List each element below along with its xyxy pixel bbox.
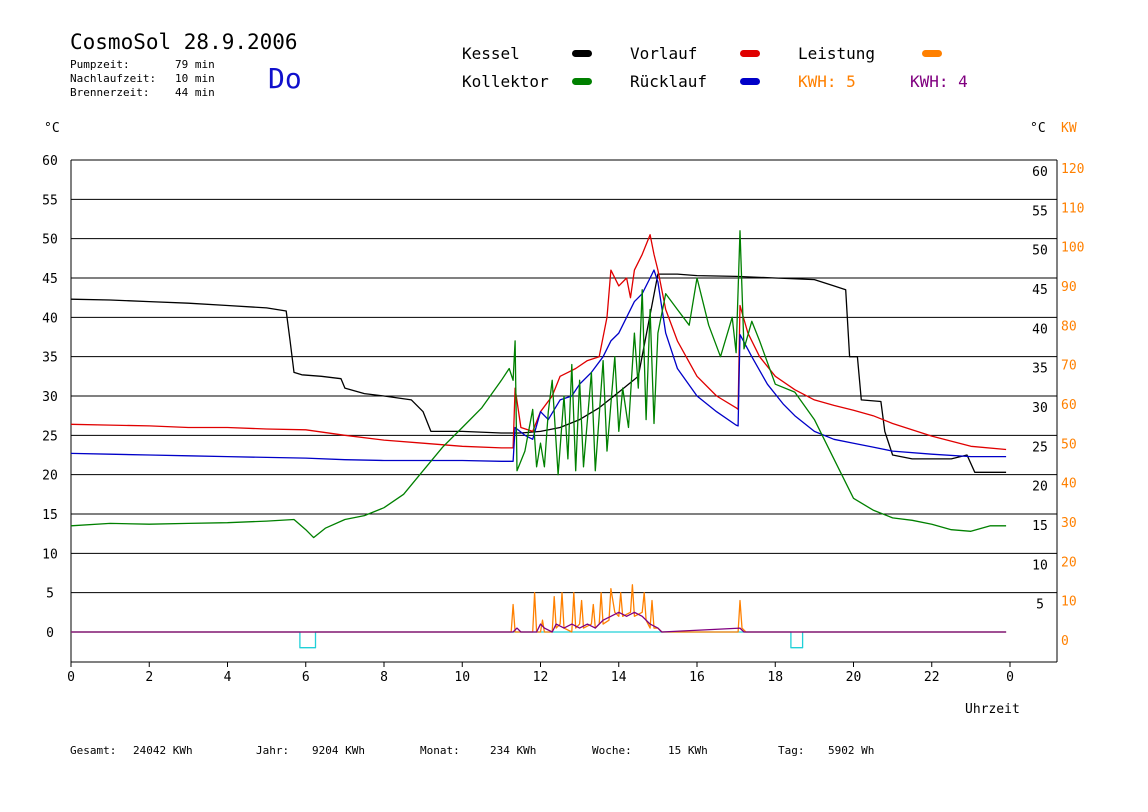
x-tick-label-7: 14 — [611, 670, 627, 685]
y-tick-label-30: 30 — [42, 390, 58, 405]
footer-gesamt-value: 24042 KWh — [133, 744, 193, 757]
footer-tag-value: 5902 Wh — [828, 744, 875, 757]
legend-leistung-label: Leistung — [798, 44, 876, 63]
y2-tick-label-5: 50 — [1061, 437, 1077, 452]
series-line-kessel — [70, 273, 1007, 473]
footer-woche-value: 15 KWh — [668, 744, 708, 757]
series-line-r-cklauf — [70, 269, 1007, 462]
y2-tick-label-1: 10 — [1061, 595, 1077, 610]
y2-tick-label-12: 120 — [1061, 162, 1084, 177]
x-tick-label-11: 22 — [924, 670, 940, 685]
x-tick-label-1: 2 — [145, 670, 153, 685]
footer-woche-label: Woche: — [592, 744, 632, 757]
y-tick-label-60: 60 — [42, 154, 58, 169]
y-tick-label-10: 10 — [42, 547, 58, 562]
legend-kwh2-label: KWH: 4 — [910, 72, 968, 91]
footer-jahr-value: 9204 KWh — [312, 744, 365, 757]
y-tick-label-25: 25 — [42, 429, 58, 444]
x-tick-label-8: 16 — [689, 670, 705, 685]
chart-title: CosmoSol 28.9.2006 — [70, 30, 298, 54]
y-tick-label-40: 40 — [42, 311, 58, 326]
y-tick-label-0: 0 — [46, 626, 54, 641]
y-right-tick-label-30: 30 — [1032, 401, 1048, 416]
footer-jahr-label: Jahr: — [256, 744, 290, 757]
y-right-tick-label-5: 5 — [1036, 598, 1044, 613]
legend-leistung-swatch — [922, 50, 942, 57]
y-right-tick-label-40: 40 — [1032, 322, 1048, 337]
stat-nachlaufzeit-label: Nachlaufzeit: — [70, 72, 157, 85]
weekday-label: Do — [268, 62, 302, 95]
x-tick-label-2: 4 — [224, 670, 232, 685]
y2-tick-label-8: 80 — [1061, 319, 1077, 334]
y-tick-label-45: 45 — [42, 272, 58, 287]
y-right-tick-label-45: 45 — [1032, 283, 1048, 298]
right-axis-unit: °C — [1030, 121, 1046, 136]
y-tick-label-5: 5 — [46, 587, 54, 602]
y2-tick-label-6: 60 — [1061, 398, 1077, 413]
legend-kollektor-label: Kollektor — [462, 72, 549, 91]
stat-pumpzeit-label: Pumpzeit: — [70, 58, 130, 71]
legend-vorlauf-label: Vorlauf — [630, 44, 698, 63]
y2-tick-label-0: 0 — [1061, 634, 1069, 649]
y-right-tick-label-55: 55 — [1032, 204, 1048, 219]
stat-nachlaufzeit-value: 10 min — [175, 72, 215, 85]
y2-tick-label-9: 90 — [1061, 280, 1077, 295]
stat-pumpzeit-value: 79 min — [175, 58, 215, 71]
y-right-tick-label-60: 60 — [1032, 165, 1048, 180]
x-tick-label-5: 10 — [454, 670, 470, 685]
legend-vorlauf-swatch — [740, 50, 760, 57]
series-line-kwh-4 — [71, 611, 1007, 633]
legend-ruecklauf-label: Rücklauf — [630, 72, 708, 91]
footer-gesamt-label: Gesamt: — [70, 744, 117, 757]
series-line-leistung — [71, 584, 1007, 633]
x-axis-label: Uhrzeit — [965, 702, 1020, 717]
x-tick-label-3: 6 — [302, 670, 310, 685]
series-line-kollektor — [70, 230, 1007, 539]
y-tick-label-20: 20 — [42, 469, 58, 484]
y-right-tick-label-15: 15 — [1032, 519, 1048, 534]
legend-kollektor-swatch — [572, 78, 592, 85]
legend-kessel-label: Kessel — [462, 44, 520, 63]
y2-tick-label-11: 110 — [1061, 201, 1084, 216]
y-tick-label-55: 55 — [42, 193, 58, 208]
y-right-tick-label-20: 20 — [1032, 480, 1048, 495]
y2-tick-label-7: 70 — [1061, 359, 1077, 374]
x-tick-label-4: 8 — [380, 670, 388, 685]
legend-kwh1-label: KWH: 5 — [798, 72, 856, 91]
x-tick-label-10: 20 — [846, 670, 862, 685]
y-right-tick-label-10: 10 — [1032, 558, 1048, 573]
footer-monat-value: 234 KWh — [490, 744, 537, 757]
y-tick-label-50: 50 — [42, 233, 58, 248]
y-tick-label-35: 35 — [42, 351, 58, 366]
left-axis-unit: °C — [44, 121, 60, 136]
y2-tick-label-4: 40 — [1061, 477, 1077, 492]
x-tick-label-0: 0 — [67, 670, 75, 685]
x-tick-label-12: 0 — [1006, 670, 1014, 685]
y2-tick-label-2: 20 — [1061, 555, 1077, 570]
right-axis-unit-kw: KW — [1061, 121, 1077, 136]
legend-kessel-swatch — [572, 50, 592, 57]
series-line-vorlauf — [70, 234, 1007, 451]
stat-brennerzeit-value: 44 min — [175, 86, 215, 99]
footer-monat-label: Monat: — [420, 744, 460, 757]
y-right-tick-label-50: 50 — [1032, 244, 1048, 259]
y2-tick-label-10: 100 — [1061, 241, 1084, 256]
y2-tick-label-3: 30 — [1061, 516, 1077, 531]
stat-brennerzeit-label: Brennerzeit: — [70, 86, 150, 99]
legend-ruecklauf-swatch — [740, 78, 760, 85]
x-tick-label-6: 12 — [533, 670, 549, 685]
y-tick-label-15: 15 — [42, 508, 58, 523]
y-right-tick-label-25: 25 — [1032, 440, 1048, 455]
footer-tag-label: Tag: — [778, 744, 805, 757]
series-line-pumpe — [71, 631, 1007, 649]
x-tick-label-9: 18 — [767, 670, 783, 685]
y-right-tick-label-35: 35 — [1032, 362, 1048, 377]
